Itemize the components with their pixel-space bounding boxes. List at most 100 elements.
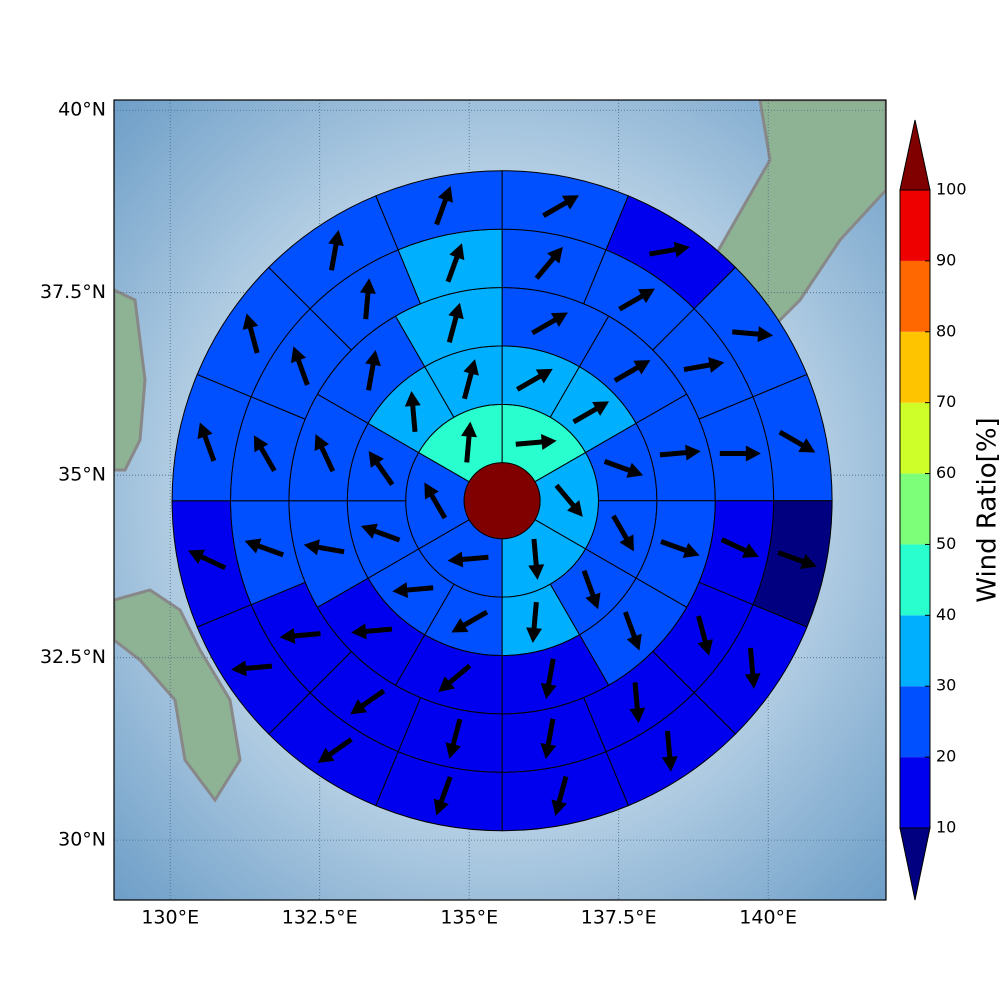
colorbar-bin: [900, 757, 930, 828]
wind-arrow: [244, 538, 284, 558]
colorbar-tick-label: 30: [936, 676, 956, 695]
wind-arrow: [659, 444, 701, 461]
colorbar-tick-label: 90: [936, 250, 956, 269]
wind-arrow: [732, 326, 774, 343]
wind-arrow: [424, 482, 448, 520]
x-tick-label: 140°E: [739, 907, 797, 929]
wind-arrow: [351, 623, 393, 640]
wind-arrow: [778, 429, 816, 453]
colorbar: 10 20 30 40 50 60 70 80 90 100: [899, 119, 967, 901]
wind-arrow: [531, 312, 568, 336]
wind-arrow: [231, 660, 273, 677]
wind-arrow: [303, 539, 345, 556]
wind-arrow: [446, 302, 464, 343]
wind-arrow: [516, 368, 553, 392]
wind-arrow: [361, 523, 401, 543]
x-tick-label: 130°E: [141, 907, 199, 929]
wind-arrow: [253, 435, 277, 473]
colorbar-bin: [900, 544, 930, 616]
wind-arrow: [649, 241, 690, 258]
colorbar-bin: [900, 402, 930, 474]
wind-arrow: [438, 663, 472, 692]
wind-arrow: [744, 647, 761, 689]
wind-arrow: [445, 243, 465, 283]
wind-arrow: [451, 609, 489, 633]
wind-arrow: [392, 582, 434, 599]
colorbar-tick-label: 70: [936, 392, 956, 411]
center-cell: [463, 462, 541, 540]
wind-arrow: [317, 737, 353, 763]
wind-arrow: [540, 658, 557, 700]
colorbar-bin: [900, 190, 930, 261]
x-tick-label: 132.5°E: [282, 907, 358, 929]
y-tick-label: 30°N: [58, 829, 106, 851]
wind-arrow: [515, 434, 557, 450]
x-tick-label: 137.5°E: [581, 907, 657, 929]
colorbar-bin: [900, 615, 930, 687]
y-tick-label: 37.5°N: [40, 281, 106, 303]
wind-arrow: [328, 229, 344, 271]
wind-arrow: [542, 195, 579, 218]
colorbar-tick-label: 60: [936, 463, 956, 482]
wind-arrow: [359, 278, 376, 320]
land: [114, 288, 147, 472]
wind-arrow: [433, 776, 453, 816]
wind-arrow: [447, 551, 489, 568]
wind-arrow: [554, 483, 583, 517]
colorbar-tick-label: 10: [936, 818, 956, 837]
wind-arrows: [188, 185, 817, 817]
wind-arrow: [683, 357, 725, 373]
wind-arrow: [314, 434, 336, 473]
wind-arrow: [551, 775, 569, 817]
x-tick-label: 135°E: [440, 907, 498, 929]
wind-arrow: [197, 422, 217, 462]
wind-arrow: [188, 549, 227, 571]
colorbar-tick-label: 80: [936, 321, 956, 340]
wind-arrow: [611, 514, 634, 552]
colorbar-bin: [900, 260, 930, 332]
wind-arrow: [696, 615, 713, 656]
wind-arrow: [434, 185, 453, 226]
wind-arrow: [279, 627, 321, 644]
colorbar-bin: [900, 331, 930, 403]
wind-arrow: [572, 401, 610, 425]
wind-arrow: [629, 682, 646, 724]
wind-arrow: [404, 390, 421, 433]
wind-arrow: [720, 537, 759, 558]
wind-arrow: [290, 346, 310, 386]
wind-arrow: [618, 288, 655, 312]
colorbar-tick-label: 100: [936, 180, 967, 199]
sectors: [171, 170, 833, 832]
wind-arrow: [461, 359, 479, 400]
wind-arrow: [368, 451, 395, 487]
axis-labels: 130°E 132.5°E 135°E 137.5°E 140°E 30°N 32.5°N 3…: [40, 99, 797, 929]
y-tick-label: 40°N: [58, 99, 106, 121]
land: [114, 588, 242, 803]
wind-arrow: [613, 360, 651, 383]
wind-arrow: [719, 445, 761, 462]
colorbar-under: [899, 827, 931, 901]
map-frame: [113, 99, 887, 901]
y-tick-label: 32.5°N: [40, 646, 106, 668]
wind-arrow: [623, 611, 642, 651]
colorbar-tick-label: 20: [936, 747, 956, 766]
wind-arrow: [365, 349, 381, 391]
wind-arrow: [242, 313, 260, 354]
wind-arrow: [528, 538, 545, 580]
colorbar-over: [899, 119, 931, 191]
sector: [375, 170, 503, 251]
wind-arrow: [661, 730, 678, 772]
wind-arrow: [350, 688, 386, 715]
colorbar-bin: [900, 686, 930, 758]
colorbar-bin: [900, 473, 930, 545]
wind-arrow: [581, 569, 601, 610]
wind-arrow: [660, 539, 700, 558]
wind-arrow: [526, 601, 543, 643]
colorbar-tick-label: 40: [936, 605, 956, 624]
wind-arrow: [777, 550, 817, 569]
wind-arrow: [445, 718, 463, 759]
wind-arrow: [461, 421, 477, 463]
wind-arrow: [534, 246, 563, 280]
colorbar-frame: [899, 189, 931, 829]
